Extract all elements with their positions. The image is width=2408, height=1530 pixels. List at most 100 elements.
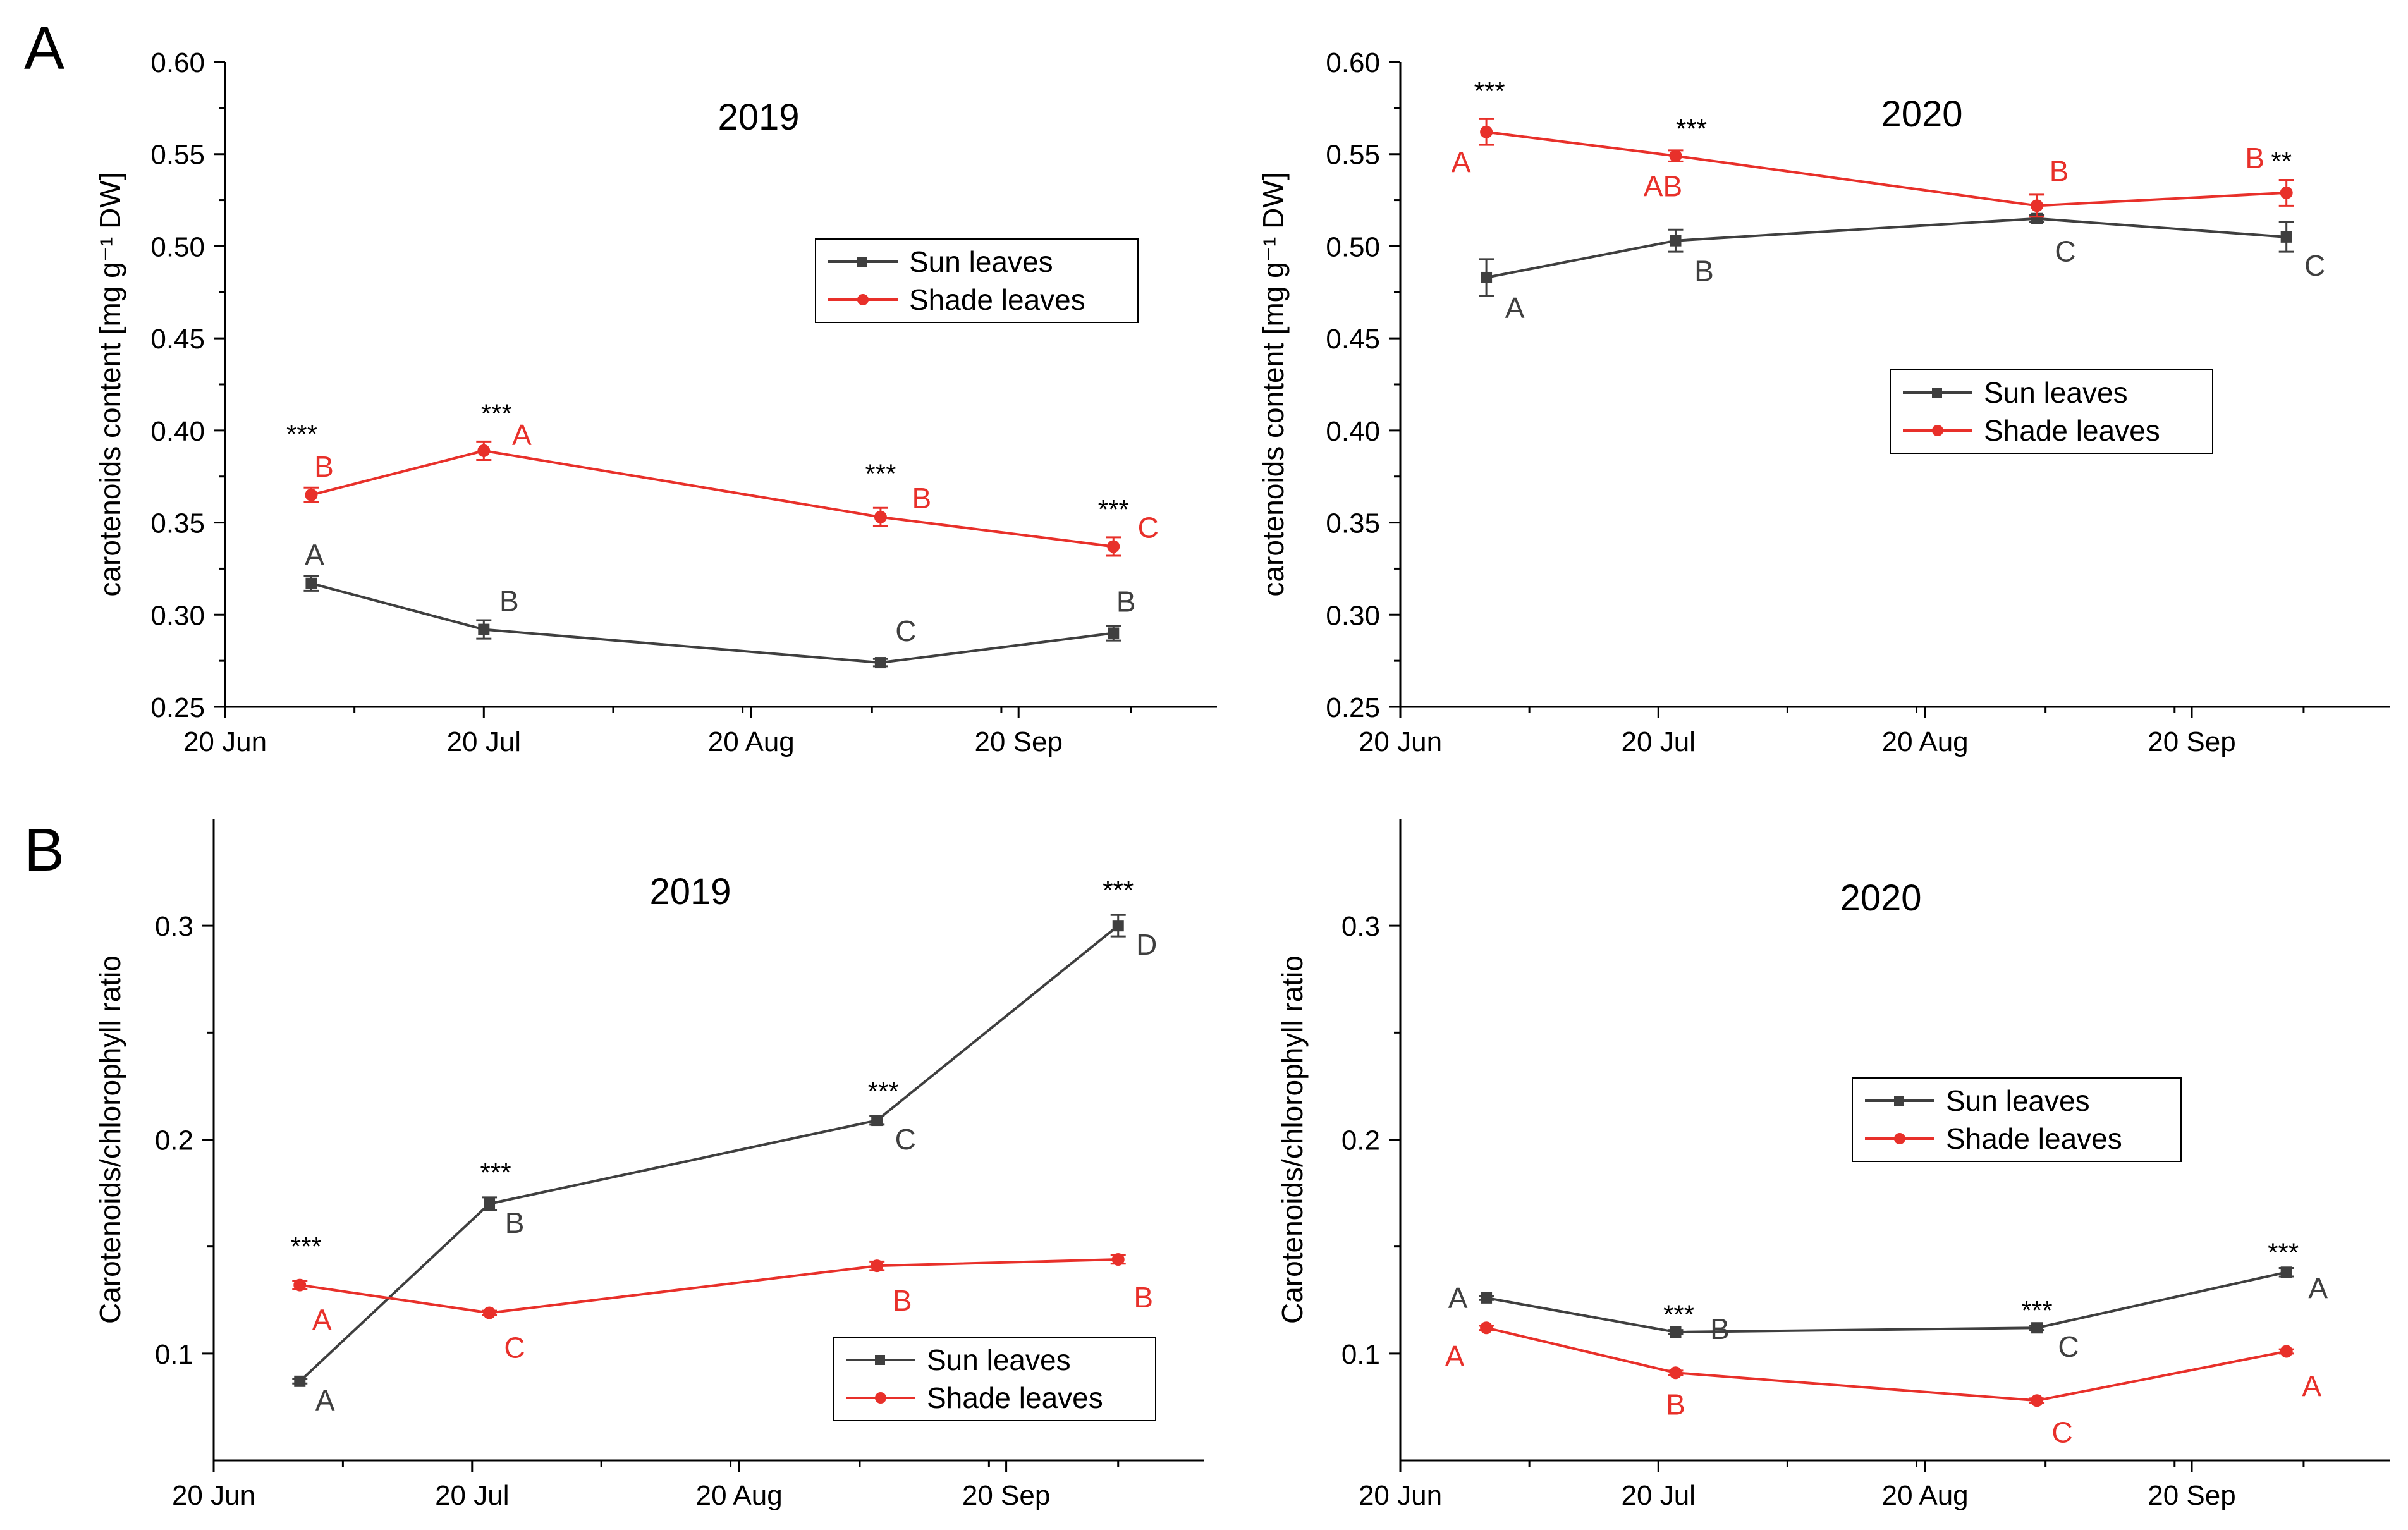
chart-a2019-shade-leaves-line (310, 449, 1114, 548)
chart-a2019-sun-leaves-letter-label: C (895, 615, 916, 647)
chart-a2019-sun-leaves-line (310, 582, 1114, 664)
chart-a2019-shade-leaves-point (874, 510, 887, 523)
chart-a2020-legend-label: Sun leaves (1984, 376, 2128, 409)
panel-letter-b: B (24, 816, 65, 884)
chart-b2020-y-axis-label: Carotenoids/chlorophyll ratio (1276, 955, 1309, 1324)
chart-b2019-legend-box (833, 1337, 1156, 1421)
chart-b2020-legend-label: Shade leaves (1946, 1122, 2122, 1155)
chart-b2019-x-tick-label: 20 Aug (696, 1480, 783, 1511)
chart-a2020-shade-leaves-point (1669, 149, 1682, 162)
chart-a2020-sun-leaves-line (1486, 217, 2287, 279)
chart-a2019-legend-marker (857, 257, 867, 267)
chart-b2019-sun-leaves-point (1112, 920, 1124, 932)
chart-b2020-sun-leaves-line (1486, 1271, 2287, 1334)
chart-b2020-x-tick-label: 20 Jul (1622, 1480, 1696, 1511)
chart-a2020-y-tick-label: 0.60 (1326, 47, 1380, 78)
chart-b2019-shade-leaves-point (293, 1278, 307, 1292)
chart-a2020-y-tick-label: 0.45 (1326, 324, 1380, 355)
chart-b2019-shade-leaves-letter-label: B (1134, 1281, 1153, 1314)
chart-b2020-sun-leaves-point (2280, 1266, 2292, 1278)
chart-a2019-legend-label: Shade leaves (909, 283, 1085, 316)
chart-b2019-y-axis-label: Carotenoids/chlorophyll ratio (94, 955, 126, 1324)
chart-b2020-shade-leaves-letter-label: C (2051, 1416, 2072, 1448)
chart-b2020-sun-leaves-letter-label: A (1448, 1282, 1468, 1314)
chart-a2019-shade-leaves-letter-label: B (912, 482, 932, 515)
chart-a2019-x-tick-label: 20 Sep (974, 726, 1062, 757)
chart-b2020-x-tick-label: 20 Jun (1359, 1480, 1442, 1511)
chart-b2019-sun-leaves-point (871, 1115, 883, 1127)
chart-a2020-y-tick-label: 0.30 (1326, 600, 1380, 631)
chart-b2019-sun-leaves-point (294, 1375, 306, 1387)
chart-a2020-legend-marker (1932, 388, 1942, 398)
chart-b2019-sun-leaves-point (484, 1198, 496, 1209)
chart-b2020-sun-leaves-point (1670, 1326, 1682, 1338)
chart-b2019-y-tick-label: 0.3 (155, 911, 193, 942)
chart-b2019-sun-leaves-letter-label: D (1136, 928, 1157, 961)
chart-a2019-x-tick-label: 20 Jul (447, 726, 521, 757)
chart-b2020-shade-leaves-point (1669, 1366, 1682, 1380)
chart-a2020-significance-label: *** (1676, 114, 1707, 144)
chart-a2020-significance-label: *** (1474, 76, 1505, 106)
chart-a2020-x-tick-label: 20 Sep (2148, 726, 2235, 757)
chart-b2020-significance-label: *** (1663, 1300, 1694, 1330)
chart-a2020-sun-leaves-point (1481, 271, 1493, 283)
chart-a2019-title: 2019 (718, 97, 799, 138)
chart-a2020-shade-leaves-line (1486, 130, 2287, 207)
chart-a2020-sun-leaves-point (1670, 235, 1682, 247)
chart-b2019-x-tick-label: 20 Jun (172, 1480, 255, 1511)
chart-a2020-shade-leaves-letter-label: AB (1644, 170, 1682, 203)
chart-a2019-shade-leaves-letter-label: A (512, 419, 532, 451)
chart-a2019-x-tick-label: 20 Aug (708, 726, 795, 757)
chart-b2019-shade-leaves-letter-label: C (504, 1331, 525, 1364)
chart-a2019-significance-label: *** (481, 398, 512, 428)
chart-b2020-y-tick-label: 0.3 (1342, 911, 1380, 942)
chart-b2019-legend-label: Sun leaves (927, 1343, 1071, 1376)
chart-a2020-y-tick-label: 0.25 (1326, 692, 1380, 723)
chart-a2019-y-tick-label: 0.35 (150, 508, 205, 539)
chart-a2020-title: 2020 (1881, 94, 1962, 135)
chart-a2020-legend-box (1890, 369, 2213, 454)
chart-b2019-legend-label: Shade leaves (927, 1381, 1103, 1414)
chart-b2019-significance-label: *** (868, 1076, 899, 1106)
chart-a2020-sun-leaves-point (2280, 231, 2292, 243)
chart-b2019-x-tick-label: 20 Sep (962, 1480, 1050, 1511)
chart-a2019-legend-marker (857, 294, 869, 305)
chart-b2019-significance-label: *** (291, 1232, 322, 1261)
chart-b2019-legend-marker (875, 1392, 886, 1404)
chart-a2019-sun-leaves-letter-label: B (1116, 585, 1136, 618)
chart-b2020-shade-leaves-letter-label: A (1445, 1340, 1465, 1373)
chart-a2020-x-tick-label: 20 Jun (1359, 726, 1442, 757)
chart-a2019-shade-leaves-point (477, 444, 491, 457)
chart-a2020-y-axis-label: carotenoids content [mg g⁻¹ DW] (1257, 172, 1290, 596)
chart-a2019-x-tick-label: 20 Jun (183, 726, 267, 757)
chart-a2019-sun-leaves-point (478, 623, 490, 635)
chart-b2020-sun-leaves-letter-label: B (1710, 1313, 1730, 1345)
chart-a2020-y-tick-label: 0.55 (1326, 140, 1380, 171)
chart-b2020-sun-leaves-letter-label: A (2308, 1271, 2328, 1304)
chart-b2020-x-tick-label: 20 Aug (1882, 1480, 1969, 1511)
chart-b2020-shade-leaves-point (2031, 1394, 2044, 1407)
chart-a2020-y-tick-label: 0.40 (1326, 416, 1380, 447)
chart-a2019-y-tick-label: 0.60 (150, 47, 205, 78)
chart-a2020-sun-leaves-letter-label: C (2304, 249, 2325, 282)
chart-a2019-significance-label: *** (865, 458, 896, 488)
chart-a2019-legend-box (815, 238, 1139, 323)
chart-b2020-significance-label: *** (2022, 1295, 2053, 1325)
chart-b2020-significance-label: *** (2268, 1238, 2299, 1268)
chart-a2020-sun-leaves-letter-label: A (1505, 291, 1525, 324)
chart-b2019-y-tick-label: 0.2 (155, 1125, 193, 1156)
chart-a2020-x-tick-label: 20 Aug (1882, 726, 1969, 757)
chart-b2020-shade-leaves-point (1480, 1321, 1493, 1335)
chart-a2020-legend-marker (1932, 425, 1943, 436)
chart-a2020-shade-leaves-point (1480, 125, 1493, 138)
chart-a2020-sun-leaves-letter-label: B (1694, 255, 1714, 288)
chart-a2019-shade-leaves-point (1107, 540, 1120, 553)
chart-b2019-shade-leaves-point (483, 1306, 496, 1319)
chart-a2020-shade-leaves-letter-label: B (2245, 142, 2264, 174)
chart-b2019-title: 2019 (649, 871, 731, 912)
chart-b2019-x-tick-label: 20 Jul (435, 1480, 509, 1511)
chart-a2020-shade-leaves-point (2031, 199, 2044, 212)
chart-b2019-shade-leaves-letter-label: A (312, 1304, 332, 1337)
chart-b2019-significance-label: *** (1103, 875, 1134, 905)
